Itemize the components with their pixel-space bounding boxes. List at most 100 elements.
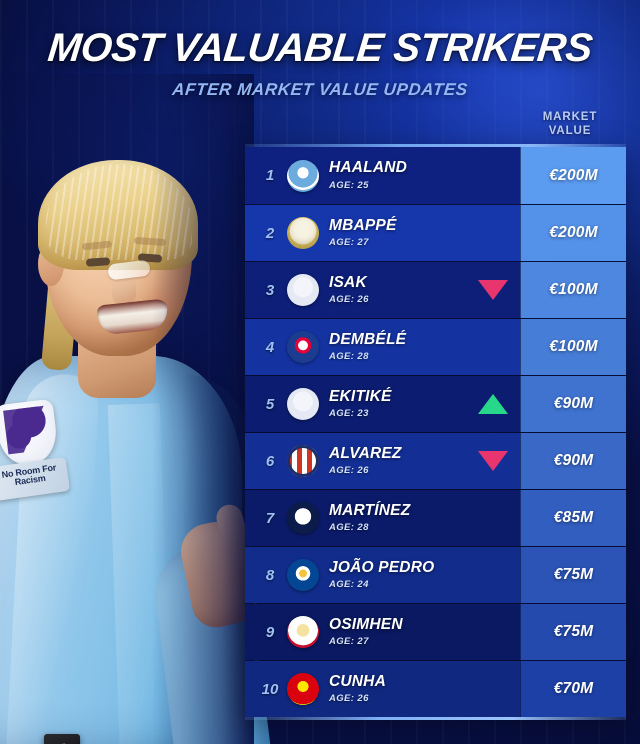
player-name: ALVAREZ <box>329 444 402 462</box>
row-main-cell: 7 MARTÍNEZ AGE: 28 <box>245 490 520 546</box>
player-info: JOÃO PEDRO AGE: 24 <box>327 558 472 591</box>
player-name: JOÃO PEDRO <box>329 558 435 576</box>
man-united-crest[interactable] <box>287 673 319 705</box>
player-age: AGE: 28 <box>329 522 369 534</box>
player-name: ISAK <box>329 273 367 291</box>
rank-number: 5 <box>265 395 275 413</box>
rank-number: 7 <box>265 509 275 527</box>
market-value-cell: €100M <box>520 262 626 318</box>
page-title: MOST VALUABLE STRIKERS <box>45 26 595 70</box>
man-city-crest[interactable] <box>287 159 319 192</box>
player-age: AGE: 27 <box>329 237 369 249</box>
trend-down-icon <box>478 451 508 471</box>
table-bottom-rule <box>245 717 626 720</box>
table-row[interactable]: 6 ALVAREZ AGE: 26 €90M <box>245 432 626 489</box>
inter-crest[interactable] <box>287 502 319 534</box>
table-row[interactable]: 4 DEMBÉLÉ AGE: 28 €100M <box>245 318 626 375</box>
atletico-crest[interactable] <box>287 445 319 477</box>
rank-number: 8 <box>265 566 275 584</box>
trend-up-icon <box>478 394 508 414</box>
liverpool-crest[interactable] <box>287 388 319 420</box>
trend-down-icon <box>478 280 508 300</box>
market-value-cell: €90M <box>520 376 626 432</box>
row-main-cell: 3 ISAK AGE: 26 <box>245 262 520 318</box>
player-info: DEMBÉLÉ AGE: 28 <box>327 330 472 363</box>
player-name: HAALAND <box>329 159 408 177</box>
market-value-cell: €75M <box>520 604 626 660</box>
rank-number: 10 <box>261 680 279 698</box>
market-value-cell: €100M <box>520 319 626 375</box>
chelsea-crest[interactable] <box>287 559 319 591</box>
player-age: AGE: 27 <box>329 636 369 648</box>
player-info: ISAK AGE: 26 <box>327 273 472 306</box>
header: MOST VALUABLE STRIKERS AFTER MARKET VALU… <box>0 0 640 100</box>
table-row[interactable]: 3 ISAK AGE: 26 €100M <box>245 261 626 318</box>
row-main-cell: 9 OSIMHEN AGE: 27 <box>245 604 520 660</box>
rank-number: 9 <box>265 623 275 641</box>
player-name: MBAPPÉ <box>329 216 397 234</box>
row-main-cell: 2 MBAPPÉ AGE: 27 <box>245 205 520 261</box>
table-top-rule <box>245 144 626 147</box>
trend-indicator <box>472 280 514 300</box>
table-row[interactable]: 5 EKITIKÉ AGE: 23 €90M <box>245 375 626 432</box>
row-main-cell: 5 EKITIKÉ AGE: 23 <box>245 376 520 432</box>
market-value-cell: €200M <box>520 147 626 204</box>
player-info: ALVAREZ AGE: 26 <box>327 444 472 477</box>
player-name: OSIMHEN <box>329 615 403 633</box>
player-age: AGE: 23 <box>329 408 369 420</box>
market-value-cell: €75M <box>520 547 626 603</box>
rank-number: 1 <box>265 167 275 184</box>
player-info: MARTÍNEZ AGE: 28 <box>327 501 472 534</box>
table-row[interactable]: 7 MARTÍNEZ AGE: 28 €85M <box>245 489 626 546</box>
trend-indicator <box>472 451 514 471</box>
row-main-cell: 1 HAALAND AGE: 25 <box>245 147 520 204</box>
player-name: MARTÍNEZ <box>329 501 411 519</box>
liverpool-crest[interactable] <box>287 274 319 306</box>
row-main-cell: 10 CUNHA AGE: 26 <box>245 661 520 717</box>
table-row[interactable]: 8 JOÃO PEDRO AGE: 24 €75M <box>245 546 626 603</box>
player-age: AGE: 26 <box>329 294 369 306</box>
page-subtitle: AFTER MARKET VALUE UPDATES <box>171 80 469 99</box>
puma-logo-icon <box>44 734 80 744</box>
trend-indicator <box>472 394 514 414</box>
player-age: AGE: 24 <box>329 579 369 591</box>
table-row[interactable]: 1 HAALAND AGE: 25 €200M <box>245 147 626 204</box>
player-info: OSIMHEN AGE: 27 <box>327 615 472 648</box>
player-eye-left <box>85 257 111 267</box>
market-value-header-line1: MARKET <box>542 111 598 123</box>
player-age: AGE: 26 <box>329 465 369 477</box>
row-main-cell: 8 JOÃO PEDRO AGE: 24 <box>245 547 520 603</box>
table-row[interactable]: 9 OSIMHEN AGE: 27 €75M <box>245 603 626 660</box>
market-value-cell: €200M <box>520 205 626 261</box>
real-madrid-crest[interactable] <box>287 217 319 249</box>
player-name: CUNHA <box>329 672 386 690</box>
market-value-header-line2: VALUE <box>548 125 592 138</box>
player-info: MBAPPÉ AGE: 27 <box>327 216 472 249</box>
player-info: HAALAND AGE: 25 <box>327 159 472 191</box>
ranking-table: 1 HAALAND AGE: 25 €200M 2 MBAPPÉ AGE: 27 €200M 3… <box>245 147 626 717</box>
market-value-cell: €85M <box>520 490 626 546</box>
row-main-cell: 4 DEMBÉLÉ AGE: 28 <box>245 319 520 375</box>
rank-number: 4 <box>265 338 275 356</box>
player-photo-haaland: No Room For Racism <box>0 74 275 744</box>
rank-number: 2 <box>265 224 275 242</box>
lion-glyph <box>3 405 51 455</box>
rank-number: 3 <box>265 281 275 299</box>
player-info: EKITIKÉ AGE: 23 <box>327 387 472 420</box>
table-row[interactable]: 10 CUNHA AGE: 26 €70M <box>245 660 626 717</box>
player-age: AGE: 26 <box>329 693 369 705</box>
market-value-cell: €70M <box>520 661 626 717</box>
psg-crest[interactable] <box>287 331 319 363</box>
rank-number: 6 <box>265 452 275 470</box>
player-age: AGE: 28 <box>329 351 369 363</box>
player-name: DEMBÉLÉ <box>329 330 407 348</box>
player-info: CUNHA AGE: 26 <box>327 672 472 705</box>
player-name: EKITIKÉ <box>329 387 392 405</box>
galatasaray-crest[interactable] <box>287 616 319 648</box>
player-age: AGE: 25 <box>329 179 369 191</box>
table-row[interactable]: 2 MBAPPÉ AGE: 27 €200M <box>245 204 626 261</box>
market-value-cell: €90M <box>520 433 626 489</box>
market-value-column-header: MARKET VALUE <box>514 110 626 138</box>
row-main-cell: 6 ALVAREZ AGE: 26 <box>245 433 520 489</box>
